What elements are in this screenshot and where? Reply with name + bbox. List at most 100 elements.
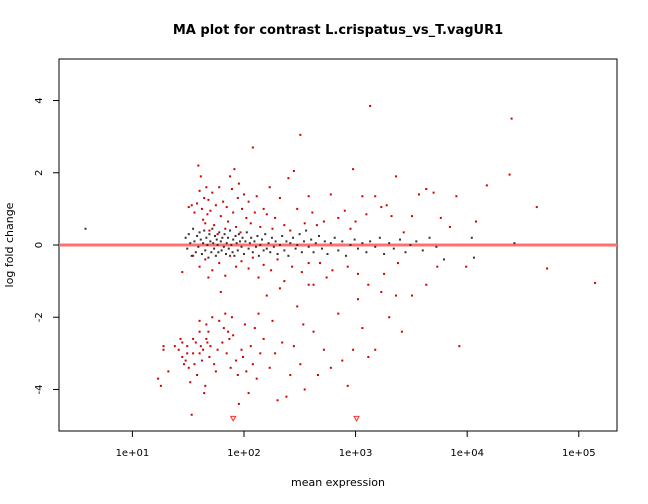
data-point <box>378 236 381 239</box>
data-point <box>229 175 232 178</box>
data-point <box>205 236 208 239</box>
data-point <box>224 227 227 230</box>
data-point <box>369 240 372 243</box>
data-point <box>187 206 190 209</box>
data-point <box>247 200 250 203</box>
data-point <box>394 294 397 297</box>
data-point <box>186 345 189 348</box>
data-point <box>292 345 295 348</box>
data-point <box>268 186 271 189</box>
data-point <box>265 213 268 216</box>
data-point <box>242 253 245 256</box>
data-point <box>305 229 308 232</box>
data-point <box>211 269 214 272</box>
data-point <box>162 348 165 351</box>
data-point <box>415 240 418 243</box>
data-point <box>203 392 206 395</box>
data-point <box>289 374 292 377</box>
data-point <box>251 146 254 149</box>
data-point <box>257 254 260 257</box>
data-point <box>264 233 267 236</box>
data-point <box>303 240 306 243</box>
data-point <box>292 236 295 239</box>
data-point <box>276 258 279 261</box>
data-point <box>276 253 279 256</box>
data-point <box>213 363 216 366</box>
data-point <box>198 189 201 192</box>
data-point <box>215 238 218 241</box>
data-point <box>190 413 193 416</box>
data-point <box>365 251 368 254</box>
data-point <box>231 251 234 254</box>
data-point <box>365 213 368 216</box>
data-point <box>322 348 325 351</box>
data-point <box>361 327 364 330</box>
data-point <box>240 245 243 248</box>
data-point <box>204 249 207 252</box>
data-point <box>236 249 239 252</box>
data-point <box>192 337 195 340</box>
data-point <box>182 363 185 366</box>
axes: 1e+01 1e+02 1e+03 1e+04 1e+05 -4 -2 0 2 4 <box>34 97 596 459</box>
data-point <box>325 276 328 279</box>
data-point <box>428 236 431 239</box>
data-point <box>361 195 364 198</box>
data-point <box>394 175 397 178</box>
data-point <box>410 294 413 297</box>
data-point <box>157 377 160 380</box>
data-point <box>278 287 281 290</box>
data-point <box>388 316 391 319</box>
data-point <box>485 184 488 187</box>
data-point <box>343 209 346 212</box>
data-point <box>206 213 209 216</box>
x-axis-label: mean expression <box>291 476 385 489</box>
data-point <box>274 352 277 355</box>
data-point <box>205 186 208 189</box>
data-point <box>192 352 195 355</box>
data-point <box>268 366 271 369</box>
data-point <box>205 323 208 326</box>
data-point <box>253 211 256 214</box>
data-point <box>259 352 262 355</box>
data-point <box>222 200 225 203</box>
data-point <box>270 236 273 239</box>
data-point <box>513 242 516 245</box>
data-point <box>265 294 268 297</box>
chart-title: MA plot for contrast L.crispatus_vs_T.va… <box>173 23 503 38</box>
data-point <box>421 249 424 252</box>
data-point <box>214 254 217 257</box>
data-point <box>237 182 240 185</box>
data-point <box>219 240 222 243</box>
data-point <box>227 330 230 333</box>
data-point <box>249 222 252 225</box>
data-point <box>193 363 196 366</box>
data-point <box>417 193 420 196</box>
y-tick-label: 4 <box>34 97 45 103</box>
data-point <box>199 238 202 241</box>
data-point <box>216 233 219 236</box>
data-point <box>356 298 359 301</box>
data-point <box>594 281 597 284</box>
data-point <box>218 186 221 189</box>
data-point <box>202 218 205 221</box>
data-point <box>316 374 319 377</box>
data-point <box>296 305 299 308</box>
data-point <box>236 197 239 200</box>
data-point <box>198 352 201 355</box>
data-point <box>296 207 299 210</box>
data-point <box>283 224 286 227</box>
data-point <box>322 220 325 223</box>
data-point <box>230 244 233 246</box>
data-point <box>278 197 281 200</box>
data-point <box>287 177 290 180</box>
data-point <box>218 319 221 322</box>
data-point <box>187 233 190 236</box>
data-point <box>333 236 336 239</box>
data-point <box>312 330 315 333</box>
data-point <box>196 202 199 205</box>
data-point <box>349 227 352 230</box>
data-point <box>192 254 195 257</box>
data-point <box>218 231 221 234</box>
data-point <box>233 168 236 171</box>
data-point <box>198 319 201 322</box>
